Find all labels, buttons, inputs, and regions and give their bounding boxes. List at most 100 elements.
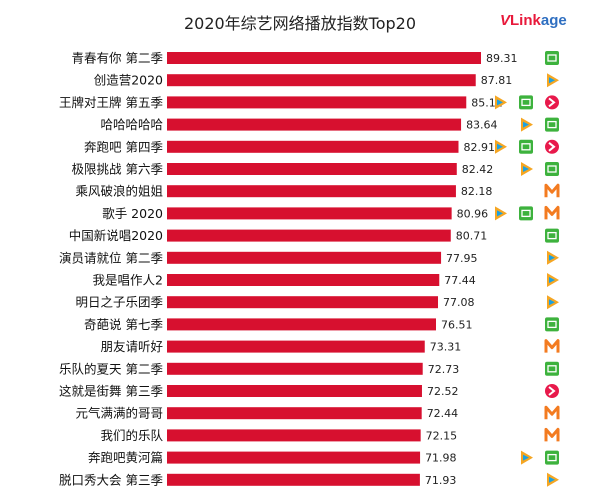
category-label: 乘风破浪的姐姐 <box>75 184 163 199</box>
category-label: 我们的乐队 <box>100 428 163 443</box>
tencent-play-inner <box>497 99 503 106</box>
tencent-icon <box>521 117 533 132</box>
iqiyi-badge <box>545 117 559 132</box>
tencent-icon <box>547 472 559 487</box>
bar <box>167 118 462 131</box>
value-label: 82.91 <box>463 141 495 154</box>
bar <box>167 185 456 198</box>
logo-link: Link <box>510 12 541 29</box>
category-label: 朋友请听好 <box>100 339 163 354</box>
category-label: 我是唱作人2 <box>93 273 163 288</box>
logo-v: V <box>500 12 511 29</box>
iqiyi-icon <box>545 361 559 376</box>
iqiyi-badge <box>519 139 533 154</box>
iqiyi-badge <box>519 206 533 221</box>
category-label: 中国新说唱2020 <box>69 228 163 243</box>
youku-circle <box>545 384 559 398</box>
youku-icon <box>545 95 559 110</box>
tencent-play-inner <box>523 166 529 172</box>
tencent-play-inner <box>497 143 503 150</box>
value-label: 72.52 <box>427 385 459 398</box>
youku-icon <box>545 384 559 398</box>
bar <box>167 429 421 442</box>
bar <box>167 451 421 464</box>
tencent-icon <box>547 295 559 310</box>
bar <box>167 473 420 486</box>
tencent-play-inner <box>523 121 529 128</box>
iqiyi-mark <box>547 165 557 173</box>
tencent-play-inner <box>549 254 555 261</box>
category-label: 王牌对王牌 第五季 <box>59 95 163 110</box>
tencent-play-inner <box>549 299 555 306</box>
value-label: 82.42 <box>462 163 494 176</box>
bar <box>167 140 459 153</box>
iqiyi-mark <box>521 143 531 151</box>
iqiyi-badge <box>545 51 559 65</box>
category-label: 乐队的夏天 第二季 <box>59 361 163 376</box>
youku-chevron <box>548 386 556 396</box>
category-label: 脱口秀大会 第三季 <box>59 472 163 487</box>
iqiyi-icon <box>519 206 533 221</box>
value-label: 71.98 <box>425 452 457 465</box>
category-label: 青春有你 第二季 <box>72 51 164 66</box>
iqiyi-icon <box>545 450 559 465</box>
youku-circle <box>545 95 559 110</box>
iqiyi-badge <box>545 361 559 376</box>
iqiyi-icon <box>519 95 533 110</box>
mgtv-m-shape <box>544 405 560 420</box>
value-label: 80.71 <box>456 230 488 243</box>
category-label: 明日之子乐团季 <box>75 295 163 310</box>
mgtv-m-shape <box>544 183 560 198</box>
iqiyi-mark <box>547 320 557 329</box>
youku-icon <box>545 139 559 154</box>
value-label: 72.44 <box>427 407 459 420</box>
category-label: 创造营2020 <box>94 73 163 88</box>
value-label: 87.81 <box>481 74 512 87</box>
tencent-play-inner <box>523 454 529 461</box>
mgtv-m-shape <box>544 427 560 442</box>
iqiyi-icon <box>545 51 559 65</box>
logo-age: age <box>540 12 567 29</box>
iqiyi-icon <box>519 139 533 154</box>
bar <box>167 96 467 109</box>
youku-chevron <box>548 97 556 108</box>
bar <box>167 385 422 397</box>
iqiyi-mark <box>547 453 557 462</box>
chart-title: 2020年综艺网络播放指数Top20 <box>183 14 417 33</box>
mgtv-icon <box>544 427 560 442</box>
bar <box>167 251 442 264</box>
value-label: 72.73 <box>428 363 460 376</box>
value-label: 80.96 <box>457 207 489 220</box>
iqiyi-badge <box>519 95 533 110</box>
bar <box>167 274 440 286</box>
category-label: 奔跑吧 第四季 <box>84 139 163 154</box>
bar <box>167 362 423 375</box>
tencent-icon <box>521 162 533 176</box>
value-label: 82.18 <box>461 185 493 198</box>
bar <box>167 340 425 353</box>
iqiyi-mark <box>521 209 531 218</box>
tencent-icon <box>547 73 559 88</box>
tencent-play-inner <box>549 77 555 84</box>
value-label: 83.64 <box>466 119 498 132</box>
iqiyi-mark <box>547 54 557 62</box>
tencent-icon <box>521 450 533 465</box>
iqiyi-mark <box>547 365 557 373</box>
mgtv-icon <box>544 339 560 353</box>
value-label: 72.15 <box>426 429 458 442</box>
value-label: 77.44 <box>444 274 476 287</box>
mgtv-m-shape <box>544 339 560 353</box>
mgtv-m-shape <box>544 205 560 220</box>
value-label: 73.31 <box>430 341 462 354</box>
category-label: 奇葩说 第七季 <box>84 317 163 332</box>
iqiyi-icon <box>545 317 559 332</box>
youku-circle <box>545 139 559 154</box>
value-label: 76.51 <box>441 318 473 331</box>
bar <box>167 207 452 220</box>
tencent-play-inner <box>549 476 555 483</box>
bar <box>167 52 481 64</box>
vlinkage-logo: VLinkage <box>500 12 567 29</box>
category-label: 极限挑战 第六季 <box>72 162 164 177</box>
value-label: 77.08 <box>443 296 475 309</box>
